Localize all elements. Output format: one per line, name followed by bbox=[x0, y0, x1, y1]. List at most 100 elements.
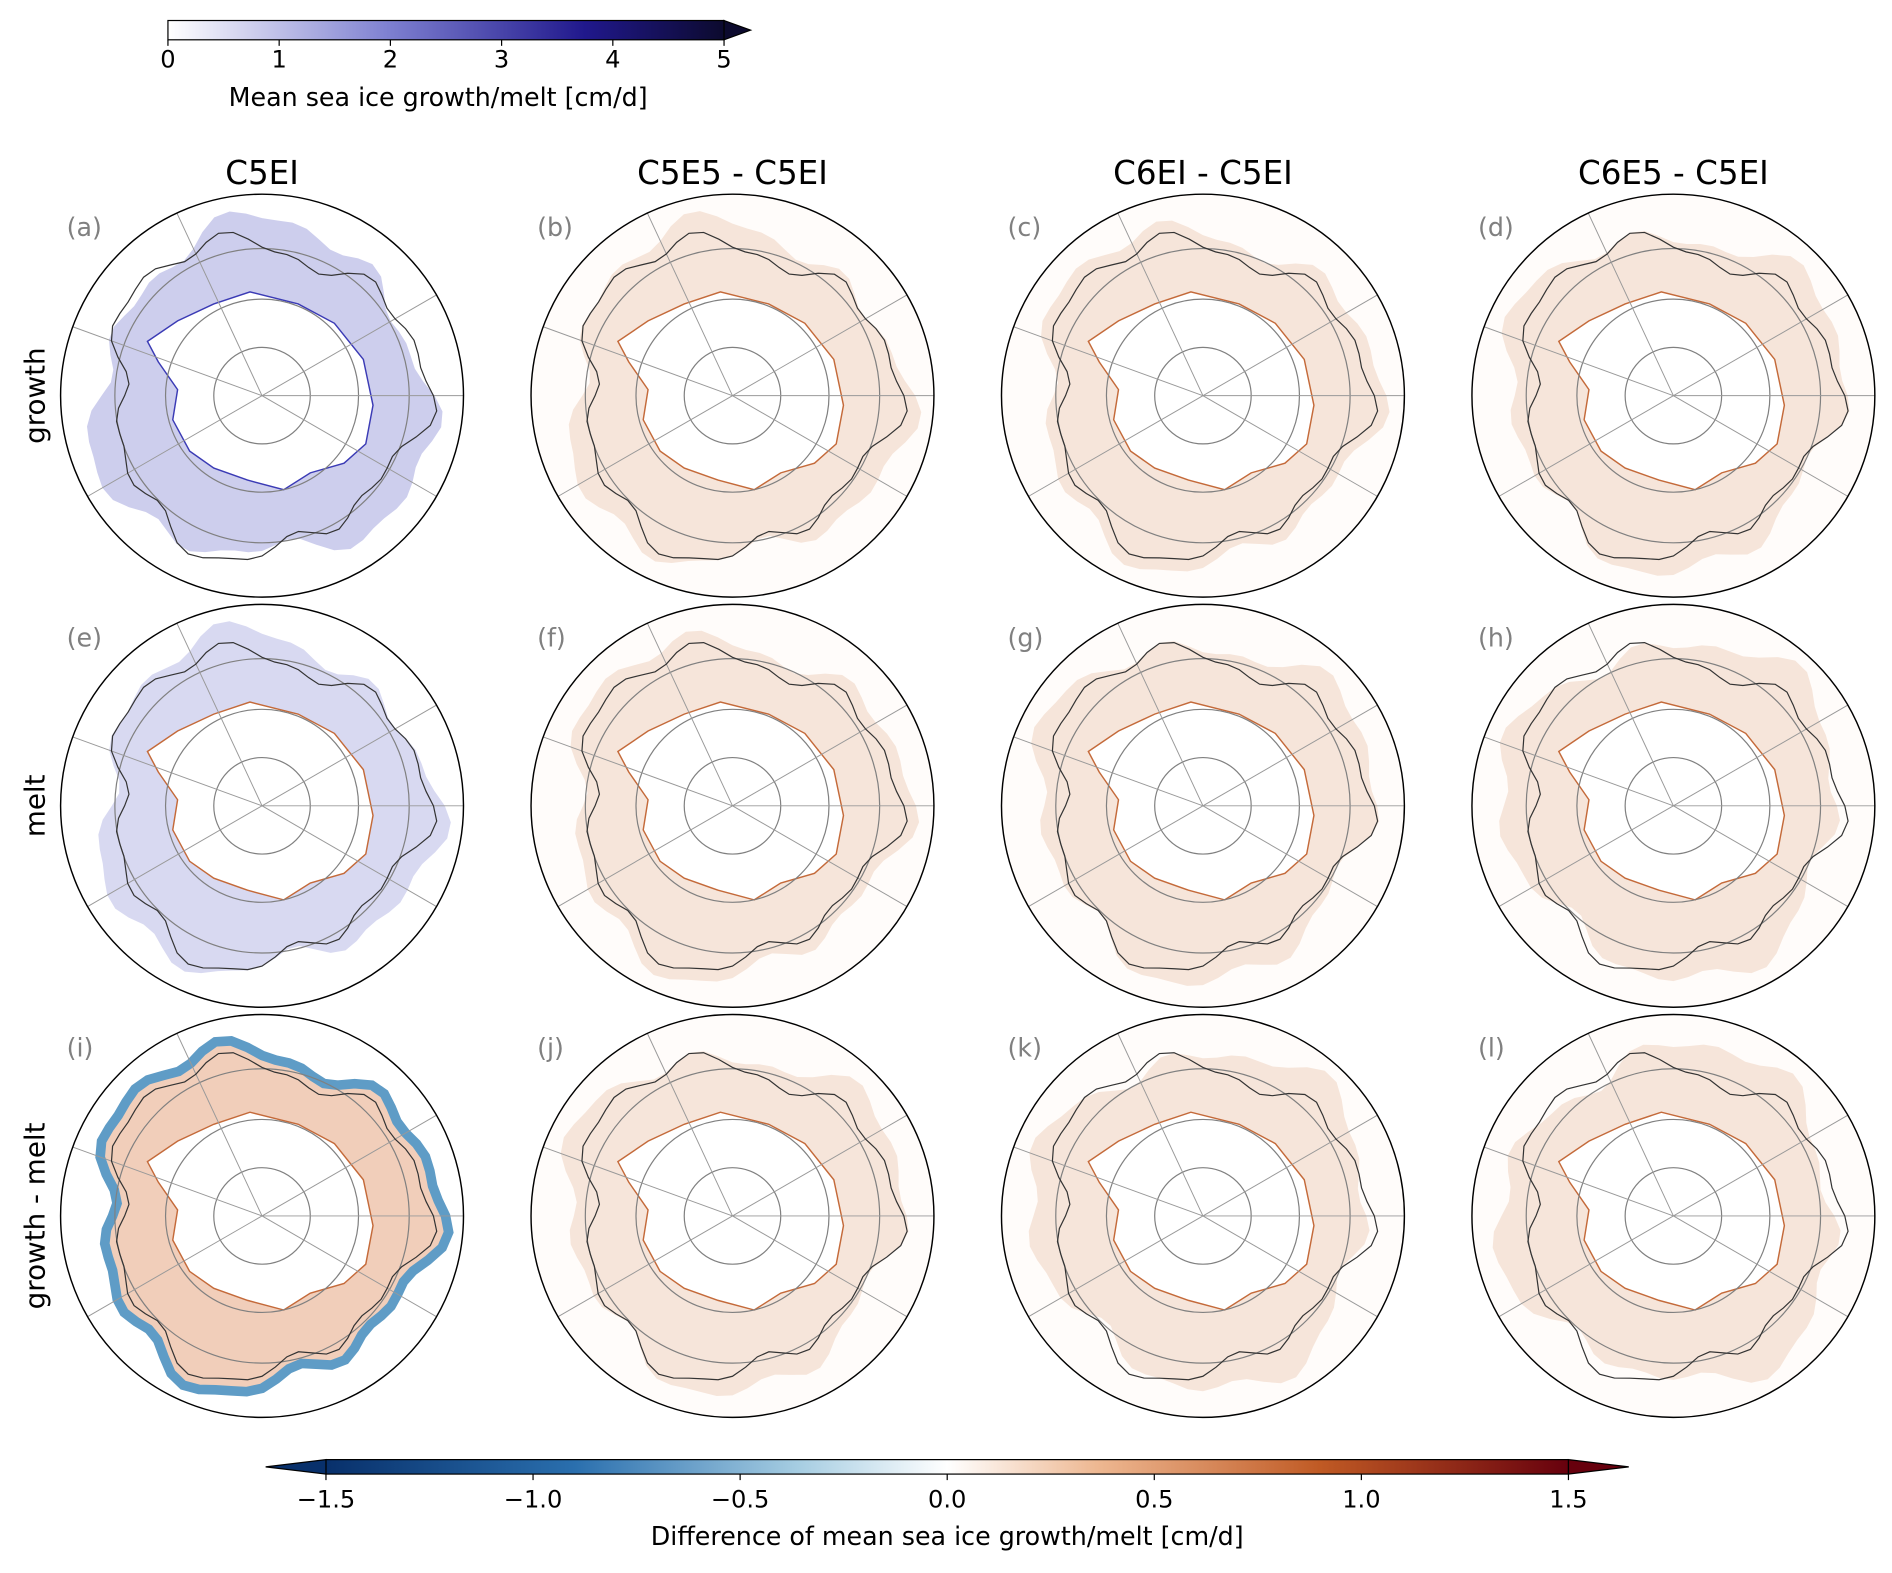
meridian bbox=[732, 704, 908, 807]
colorbar-label: Difference of mean sea ice growth/melt [… bbox=[651, 1521, 1244, 1551]
tick-label: 0.5 bbox=[1135, 1486, 1173, 1514]
map-boundary bbox=[59, 193, 465, 598]
meridian bbox=[543, 736, 733, 807]
meridian bbox=[1013, 326, 1204, 397]
map-panel bbox=[530, 193, 935, 598]
meridian bbox=[261, 1114, 437, 1217]
colorbar-body bbox=[325, 1459, 1570, 1475]
column-title: C6EI - C5EI bbox=[1113, 154, 1293, 192]
meridian bbox=[1673, 704, 1849, 807]
map-boundary bbox=[59, 603, 465, 1008]
tick-label: −1.5 bbox=[297, 1486, 356, 1514]
meridian bbox=[1202, 704, 1378, 807]
meridian bbox=[1587, 623, 1674, 807]
panel-label: (g) bbox=[1008, 622, 1044, 652]
meridian bbox=[1673, 805, 1849, 907]
tick-label: 3 bbox=[494, 45, 509, 73]
meridian bbox=[543, 1146, 733, 1217]
ice-edge-contour bbox=[1051, 1052, 1379, 1381]
map-panel bbox=[530, 603, 935, 1008]
panel-label: (f) bbox=[537, 622, 566, 652]
meridian bbox=[1202, 395, 1378, 497]
colorbar-extend bbox=[265, 1458, 327, 1475]
panel-label: (b) bbox=[537, 212, 573, 242]
meridian bbox=[557, 805, 733, 907]
meridian bbox=[176, 623, 263, 807]
map-boundary bbox=[530, 603, 935, 1008]
map-boundary bbox=[530, 193, 935, 598]
map-panel bbox=[530, 1013, 935, 1419]
panel-label: (a) bbox=[67, 212, 102, 242]
map-panel bbox=[1000, 193, 1406, 598]
ice-edge-contour bbox=[1522, 641, 1849, 971]
panel-label: (i) bbox=[67, 1032, 94, 1062]
map-boundary bbox=[1471, 193, 1876, 598]
colorbar-label: Mean sea ice growth/melt [cm/d] bbox=[229, 82, 648, 112]
tick-label: 0.0 bbox=[928, 1486, 966, 1514]
meridian bbox=[1202, 805, 1378, 907]
meridian bbox=[87, 1215, 263, 1318]
meridian bbox=[557, 395, 733, 497]
panel-label: (e) bbox=[67, 622, 102, 652]
meridian bbox=[543, 326, 733, 397]
meridian bbox=[1587, 212, 1674, 396]
meridian bbox=[1673, 395, 1849, 497]
map-panel bbox=[1000, 603, 1406, 1008]
panel-label: (l) bbox=[1478, 1032, 1505, 1062]
meridian bbox=[261, 805, 437, 907]
meridian bbox=[1117, 212, 1204, 396]
bottom-colorbar: Difference of mean sea ice growth/melt [… bbox=[265, 1458, 1629, 1551]
panel-label: (k) bbox=[1008, 1032, 1042, 1062]
ice-edge-contour bbox=[110, 231, 438, 561]
meridian bbox=[1498, 395, 1674, 497]
map-boundary bbox=[1000, 603, 1406, 1008]
meridian bbox=[732, 395, 908, 497]
meridian bbox=[732, 294, 908, 397]
colorbar-extend bbox=[1567, 1458, 1629, 1475]
meridian bbox=[176, 212, 263, 396]
ice-edge-contour bbox=[1522, 231, 1849, 561]
meridian bbox=[261, 704, 437, 807]
map-panel bbox=[1471, 193, 1876, 598]
row-label: growth - melt bbox=[18, 1122, 51, 1309]
top-colorbar: Mean sea ice growth/melt [cm/d] 0 1 2 3 4 5 bbox=[160, 19, 753, 112]
map-panel bbox=[1471, 603, 1876, 1008]
meridian bbox=[646, 623, 733, 807]
tick-label: 2 bbox=[383, 45, 398, 73]
meridian bbox=[1673, 1114, 1849, 1217]
ice-edge-contour bbox=[581, 1052, 908, 1381]
row-label: melt bbox=[18, 774, 51, 837]
map-boundary bbox=[1471, 603, 1876, 1008]
meridian bbox=[1673, 294, 1849, 397]
row-label: growth bbox=[18, 347, 51, 444]
tick-label: 1 bbox=[271, 45, 286, 73]
meridian bbox=[1202, 294, 1378, 397]
meridian bbox=[1202, 1215, 1378, 1318]
meridian bbox=[261, 294, 437, 397]
column-title: C5E5 - C5EI bbox=[637, 154, 828, 192]
tick-label: 0 bbox=[160, 45, 175, 73]
map-panel bbox=[1000, 1013, 1406, 1419]
meridian bbox=[1673, 1215, 1849, 1318]
meridian bbox=[1013, 736, 1204, 807]
meridian bbox=[1117, 623, 1204, 807]
ice-edge-contour bbox=[1051, 641, 1379, 971]
meridian bbox=[646, 212, 733, 396]
meridian bbox=[87, 395, 263, 497]
meridian bbox=[1202, 1114, 1378, 1217]
tick-label: 1.0 bbox=[1342, 1486, 1380, 1514]
meridian bbox=[1587, 1033, 1674, 1217]
meridian bbox=[72, 326, 263, 397]
meridian bbox=[557, 1215, 733, 1318]
meridian bbox=[1498, 805, 1674, 907]
tick-label: −1.0 bbox=[504, 1486, 563, 1514]
meridian bbox=[87, 805, 263, 907]
map-boundary bbox=[530, 1013, 935, 1419]
meridian bbox=[732, 1215, 908, 1318]
meridian bbox=[176, 1033, 263, 1217]
tick-label: 1.5 bbox=[1549, 1486, 1587, 1514]
meridian bbox=[732, 1114, 908, 1217]
meridian bbox=[1483, 326, 1674, 397]
meridian bbox=[261, 1215, 437, 1318]
